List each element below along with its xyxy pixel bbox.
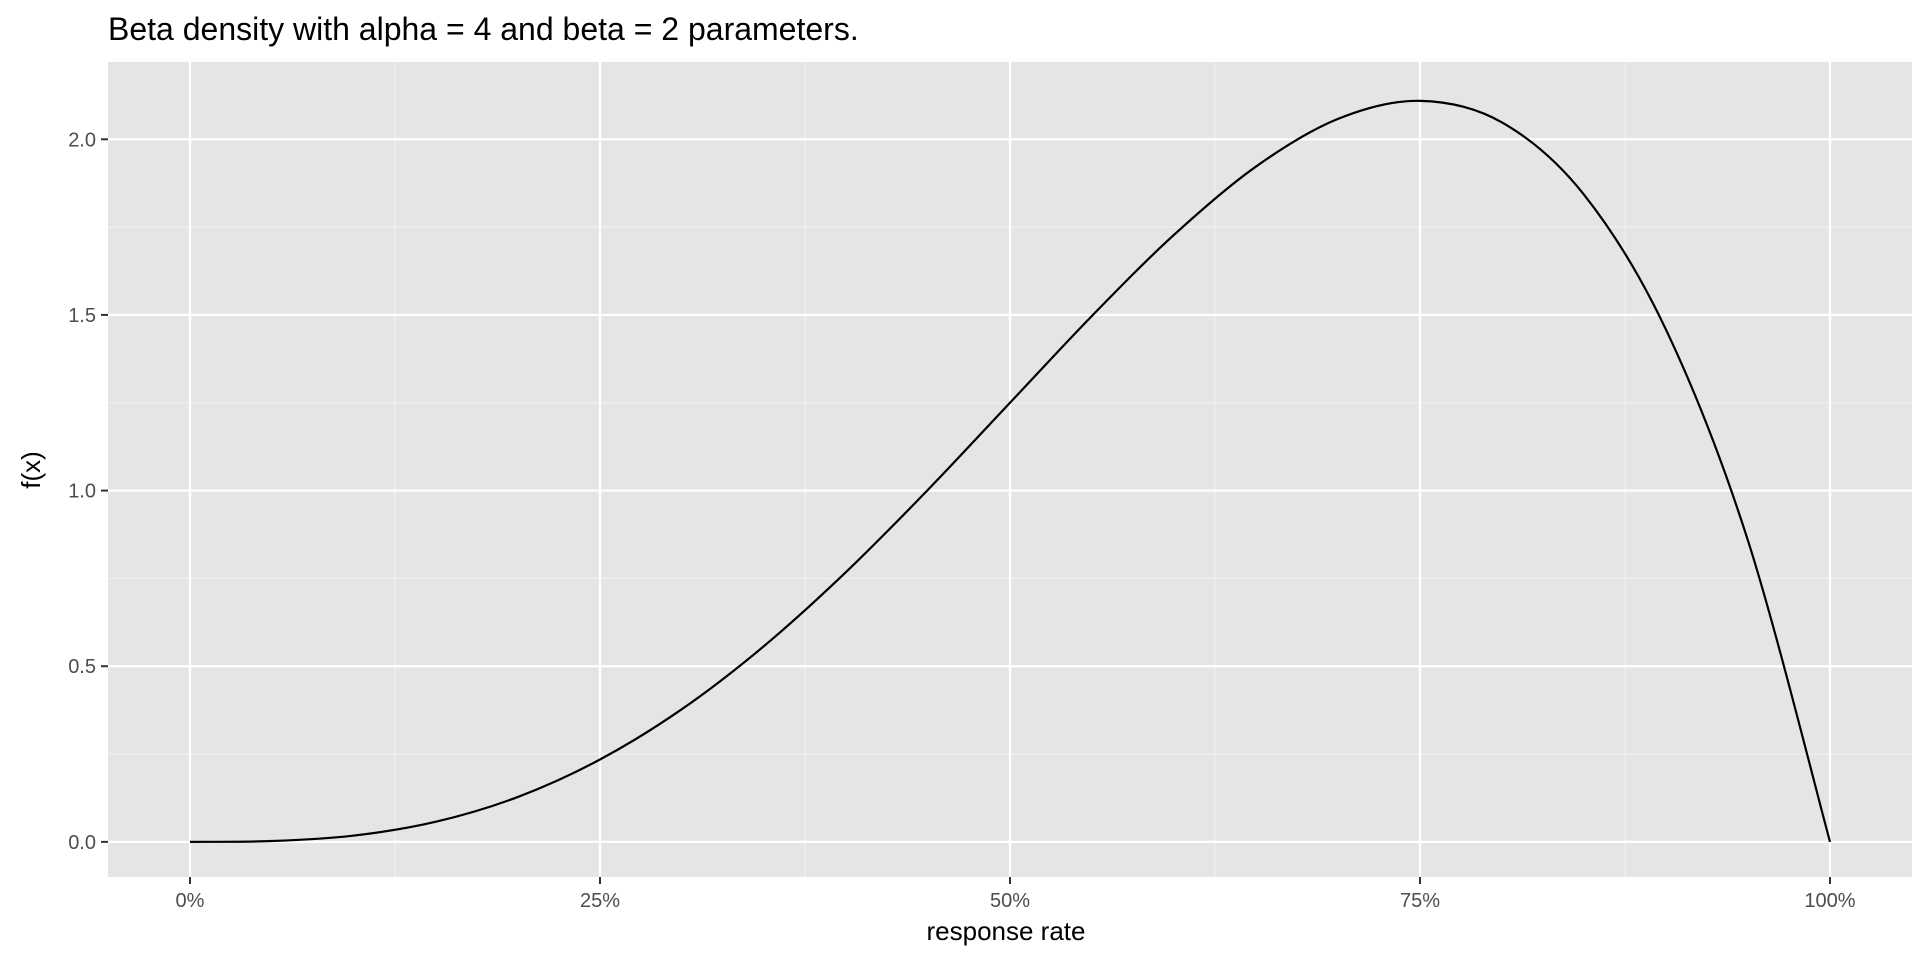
y-axis-title: f(x) <box>16 451 46 489</box>
y-tick-label: 0.5 <box>68 656 96 678</box>
y-axis: 0.0 0.5 1.0 1.5 2.0 <box>68 129 108 854</box>
x-tick-label: 50% <box>990 890 1030 912</box>
y-tick-label: 1.0 <box>68 481 96 503</box>
x-axis-title: response rate <box>927 916 1086 946</box>
y-tick-label: 0.0 <box>68 832 96 854</box>
x-tick-label: 75% <box>1400 890 1440 912</box>
y-tick-label: 2.0 <box>68 129 96 151</box>
x-tick-label: 25% <box>580 890 620 912</box>
x-tick-label: 100% <box>1804 890 1855 912</box>
x-tick-label: 0% <box>176 890 205 912</box>
chart-title: Beta density with alpha = 4 and beta = 2… <box>108 11 859 47</box>
y-tick-label: 1.5 <box>68 305 96 327</box>
grid-major-lines <box>108 62 1912 877</box>
x-axis: 0% 25% 50% 75% 100% <box>176 877 1856 912</box>
series-line <box>189 99 1832 843</box>
